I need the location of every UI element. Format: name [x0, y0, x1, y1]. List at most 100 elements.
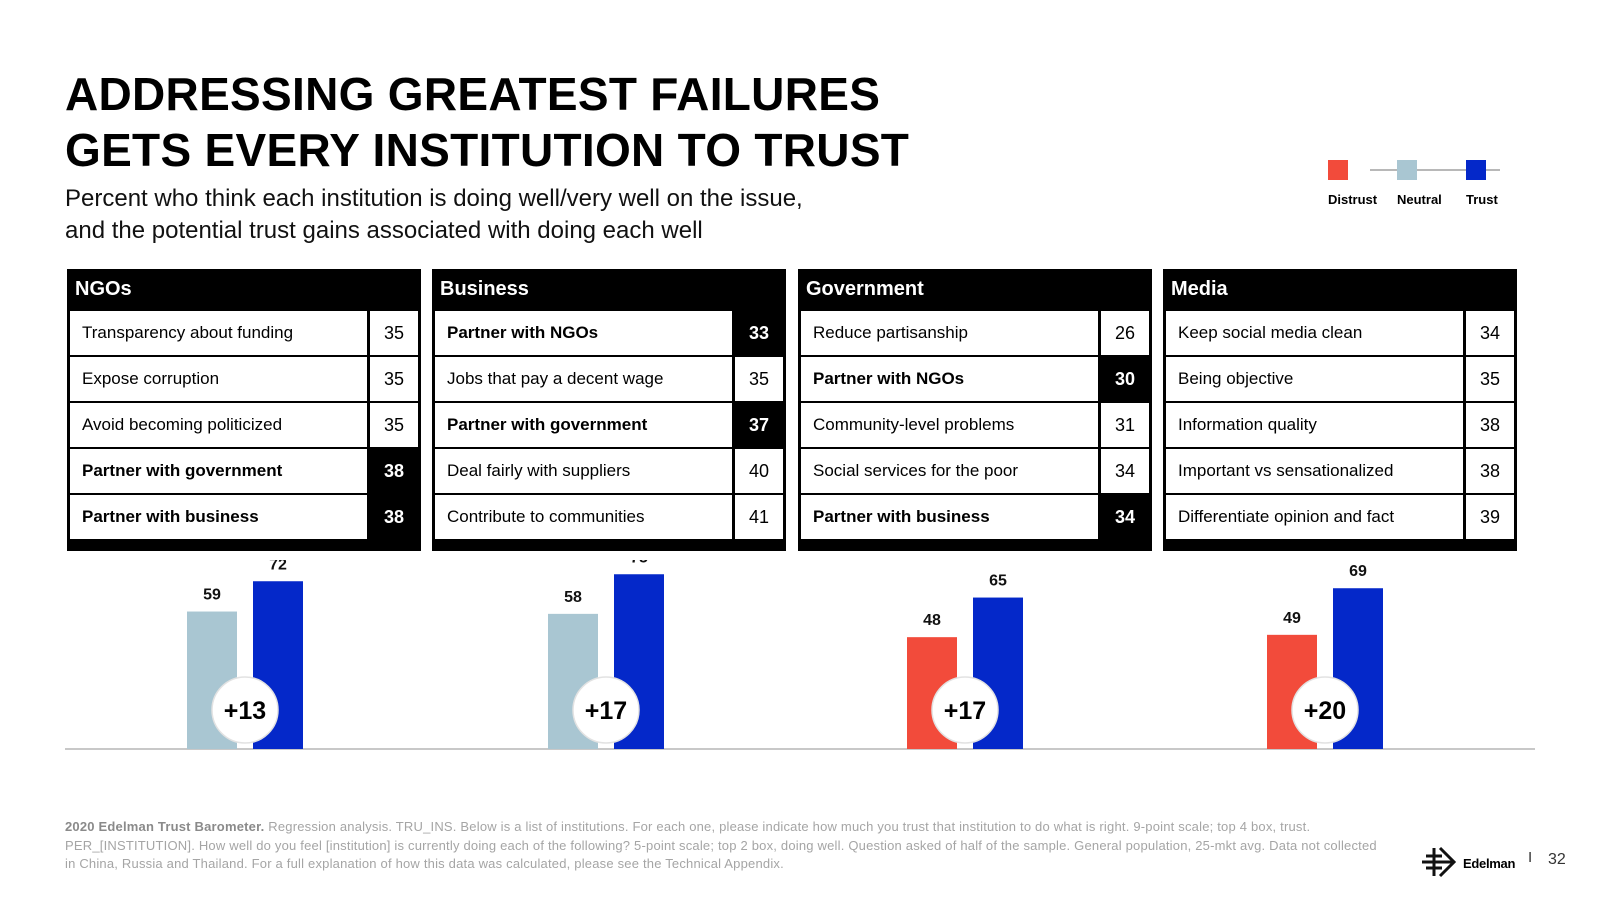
legend-distrust-label: Distrust: [1328, 192, 1378, 207]
panel-row: Social services for the poor 34: [801, 449, 1149, 493]
edelman-logo: Edelman: [1420, 846, 1530, 886]
row-divider: [732, 311, 735, 355]
row-value: 41: [735, 495, 783, 539]
panel-row: Partner with government 37: [435, 403, 783, 447]
row-label: Partner with business: [813, 507, 990, 526]
subtitle-line-1: Percent who think each institution is do…: [65, 185, 803, 212]
row-divider: [367, 357, 370, 401]
panel-title: NGOs: [75, 278, 132, 300]
row-value: 35: [370, 311, 418, 355]
row-value: 35: [735, 357, 783, 401]
panel-title: Media: [1171, 278, 1228, 300]
row-label: Important vs sensationalized: [1178, 461, 1394, 480]
row-value: 34: [1101, 449, 1149, 493]
footnote-source: 2020 Edelman Trust Barometer.: [65, 819, 265, 834]
gain-badge: [1291, 676, 1359, 744]
row-label: Keep social media clean: [1178, 323, 1363, 342]
row-divider: [1463, 449, 1466, 493]
legend-connector-line: [1370, 169, 1500, 171]
row-value: 35: [370, 357, 418, 401]
bar-value-label: 59: [203, 587, 221, 604]
panel-row: Transparency about funding 35: [70, 311, 418, 355]
gain-badge: [572, 676, 640, 744]
footnote: 2020 Edelman Trust Barometer. Regression…: [65, 818, 1385, 874]
panel-row: Reduce partisanship 26: [801, 311, 1149, 355]
gain-label: +13: [224, 697, 266, 725]
row-divider: [1098, 357, 1101, 401]
row-label: Contribute to communities: [447, 507, 645, 526]
row-label: Jobs that pay a decent wage: [447, 369, 664, 388]
row-value: 34: [1101, 495, 1149, 539]
panel-row: Keep social media clean 34: [1166, 311, 1514, 355]
row-value: 39: [1466, 495, 1514, 539]
panel-row: Being objective 35: [1166, 357, 1514, 401]
row-label: Differentiate opinion and fact: [1178, 507, 1395, 526]
row-label: Partner with NGOs: [447, 323, 599, 342]
row-label: Partner with government: [82, 461, 283, 480]
bar-value-label: 65: [989, 573, 1007, 590]
row-value: 30: [1101, 357, 1149, 401]
title-line-2: GETS EVERY INSTITUTION TO TRUST: [65, 124, 910, 176]
gain-label: +20: [1304, 697, 1346, 725]
brand-name: Edelman: [1463, 856, 1516, 871]
row-value: 38: [370, 495, 418, 539]
row-value: 38: [1466, 403, 1514, 447]
panel-row: Partner with NGOs 33: [435, 311, 783, 355]
row-divider: [367, 495, 370, 539]
panel-business: Business Partner with NGOs 33 Jobs that pay…: [432, 269, 786, 551]
panel-row: Expose corruption 35: [70, 357, 418, 401]
gain-label: +17: [585, 697, 627, 725]
row-value: 38: [1466, 449, 1514, 493]
row-label: Community-level problems: [813, 415, 1015, 434]
panel-row: Partner with business 34: [801, 495, 1149, 539]
row-divider: [732, 403, 735, 447]
page-separator: I: [1528, 849, 1533, 866]
row-value: 26: [1101, 311, 1149, 355]
footnote-text: Regression analysis. TRU_INS. Below is a…: [65, 819, 1377, 871]
row-value: 35: [370, 403, 418, 447]
row-label: Transparency about funding: [82, 323, 294, 342]
row-divider: [367, 403, 370, 447]
row-divider: [1098, 449, 1101, 493]
row-label: Partner with business: [82, 507, 259, 526]
bar-value-label: 58: [564, 589, 582, 606]
row-value: 33: [735, 311, 783, 355]
subtitle-line-2: and the potential trust gains associated…: [65, 217, 703, 244]
legend-neutral-label: Neutral: [1397, 192, 1442, 207]
row-divider: [1098, 403, 1101, 447]
page-number: 32: [1548, 851, 1566, 868]
row-divider: [732, 495, 735, 539]
bar-value-label: 72: [269, 560, 287, 573]
row-label: Expose corruption: [82, 369, 220, 388]
row-divider: [1098, 495, 1101, 539]
panel-row: Partner with NGOs 30: [801, 357, 1149, 401]
legend-trust-label: Trust: [1466, 192, 1498, 207]
row-divider: [1098, 311, 1101, 355]
panel-government: Government Reduce partisanship 26 Partner w…: [798, 269, 1152, 551]
panel-row: Important vs sensationalized 38: [1166, 449, 1514, 493]
row-divider: [732, 449, 735, 493]
bar-value-label: 49: [1283, 610, 1301, 627]
row-divider: [1463, 495, 1466, 539]
panel-title: Business: [440, 278, 529, 300]
panel-row: Avoid becoming politicized 35: [70, 403, 418, 447]
panel-ngos: NGOs Transparency about funding 35 Expose c…: [67, 269, 421, 551]
row-label: Partner with government: [447, 415, 648, 434]
panel-row: Partner with business 38: [70, 495, 418, 539]
row-value: 34: [1466, 311, 1514, 355]
row-divider: [367, 449, 370, 493]
title-line-1: ADDRESSING GREATEST FAILURES: [65, 68, 881, 120]
row-label: Deal fairly with suppliers: [447, 461, 631, 480]
row-label: Being objective: [1178, 369, 1294, 388]
row-divider: [1463, 403, 1466, 447]
row-divider: [1463, 357, 1466, 401]
page-title: ADDRESSING GREATEST FAILURES GETS EVERY …: [65, 66, 965, 178]
panel-row: Information quality 38: [1166, 403, 1514, 447]
row-label: Social services for the poor: [813, 461, 1019, 480]
page-subtitle: Percent who think each institution is do…: [65, 183, 945, 247]
legend-distrust-swatch: [1328, 160, 1348, 180]
row-label: Information quality: [1178, 415, 1317, 434]
row-divider: [732, 357, 735, 401]
panel-row: Jobs that pay a decent wage 35: [435, 357, 783, 401]
gain-badge: [931, 676, 999, 744]
